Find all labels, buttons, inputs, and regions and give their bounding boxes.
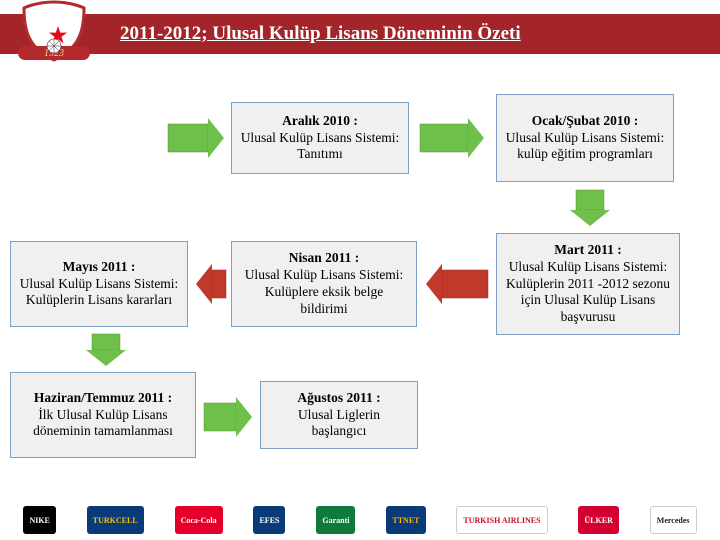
- arrow-a1: [420, 118, 484, 158]
- sponsor-efes: EFES: [253, 506, 285, 534]
- slide-title: 2011-2012; Ulusal Kulüp Lisans Döneminin…: [120, 23, 521, 45]
- step-date: Nisan 2011 :: [289, 250, 360, 265]
- step-ocak-subat-2010: Ocak/Şubat 2010 : Ulusal Kulüp Lisans Sis…: [496, 94, 674, 182]
- slide-root: 2011-2012; Ulusal Kulüp Lisans Döneminin…: [0, 0, 720, 540]
- step-mayis-2011: Mayıs 2011 : Ulusal Kulüp Lisans Sistemi:…: [10, 241, 188, 327]
- step-mart-2011: Mart 2011 : Ulusal Kulüp Lisans Sistemi: …: [496, 233, 680, 335]
- sponsor-turkish-airlines: TURKISH AIRLINES: [456, 506, 547, 534]
- arrow-a0: [168, 118, 224, 158]
- arrow-a3: [426, 264, 488, 304]
- step-text: Ulusal Kulüp Lisans Sistemi: Kulüplerin …: [20, 276, 179, 308]
- sponsor-coca-cola: Coca-Cola: [175, 506, 223, 534]
- step-text: Ulusal Kulüp Lisans Sistemi: Kulüplere e…: [245, 267, 404, 316]
- step-date: Ağustos 2011 :: [297, 390, 380, 405]
- step-aralik-2010: Aralık 2010 : Ulusal Kulüp Lisans Sistemi…: [231, 102, 409, 174]
- step-text: Ulusal Kulüp Lisans Sistemi: kulüp eğiti…: [506, 130, 665, 162]
- arrow-a2: [570, 190, 610, 226]
- sponsor-nike: NIKE: [23, 506, 55, 534]
- step-agustos-2011: Ağustos 2011 : Ulusal Liglerin başlangıcı: [260, 381, 418, 449]
- step-date: Mayıs 2011 :: [63, 259, 136, 274]
- sponsor-turkcell: TURKCELL: [87, 506, 144, 534]
- step-text: Ulusal Kulüp Lisans Sistemi: Kulüplerin …: [506, 259, 670, 325]
- step-text: Ulusal Liglerin başlangıcı: [298, 407, 380, 439]
- arrow-a6: [204, 397, 252, 437]
- step-nisan-2011: Nisan 2011 : Ulusal Kulüp Lisans Sistemi:…: [231, 241, 417, 327]
- arrow-a4: [196, 264, 226, 304]
- sponsor-footer: NIKE TURKCELL Coca-Cola EFES Garanti TTNET TUR…: [0, 500, 720, 540]
- step-date: Haziran/Temmuz 2011 :: [34, 390, 172, 405]
- arrow-a5: [86, 334, 126, 366]
- step-haziran-temmuz-2011: Haziran/Temmuz 2011 : İlk Ulusal Kulüp Li…: [10, 372, 196, 458]
- title-bar: 2011-2012; Ulusal Kulüp Lisans Döneminin…: [0, 14, 720, 54]
- step-date: Aralık 2010 :: [282, 113, 358, 128]
- sponsor-ttnet: TTNET: [386, 506, 425, 534]
- step-text: Ulusal Kulüp Lisans Sistemi: Tanıtımı: [241, 130, 400, 162]
- step-text: İlk Ulusal Kulüp Lisans döneminin tamaml…: [33, 407, 173, 439]
- step-date: Ocak/Şubat 2010 :: [532, 113, 639, 128]
- tff-logo: 1923: [12, 0, 96, 64]
- sponsor--lker: ÜLKER: [578, 506, 618, 534]
- sponsor-mercedes: Mercedes: [650, 506, 697, 534]
- step-date: Mart 2011 :: [554, 242, 621, 257]
- sponsor-garanti: Garanti: [316, 506, 355, 534]
